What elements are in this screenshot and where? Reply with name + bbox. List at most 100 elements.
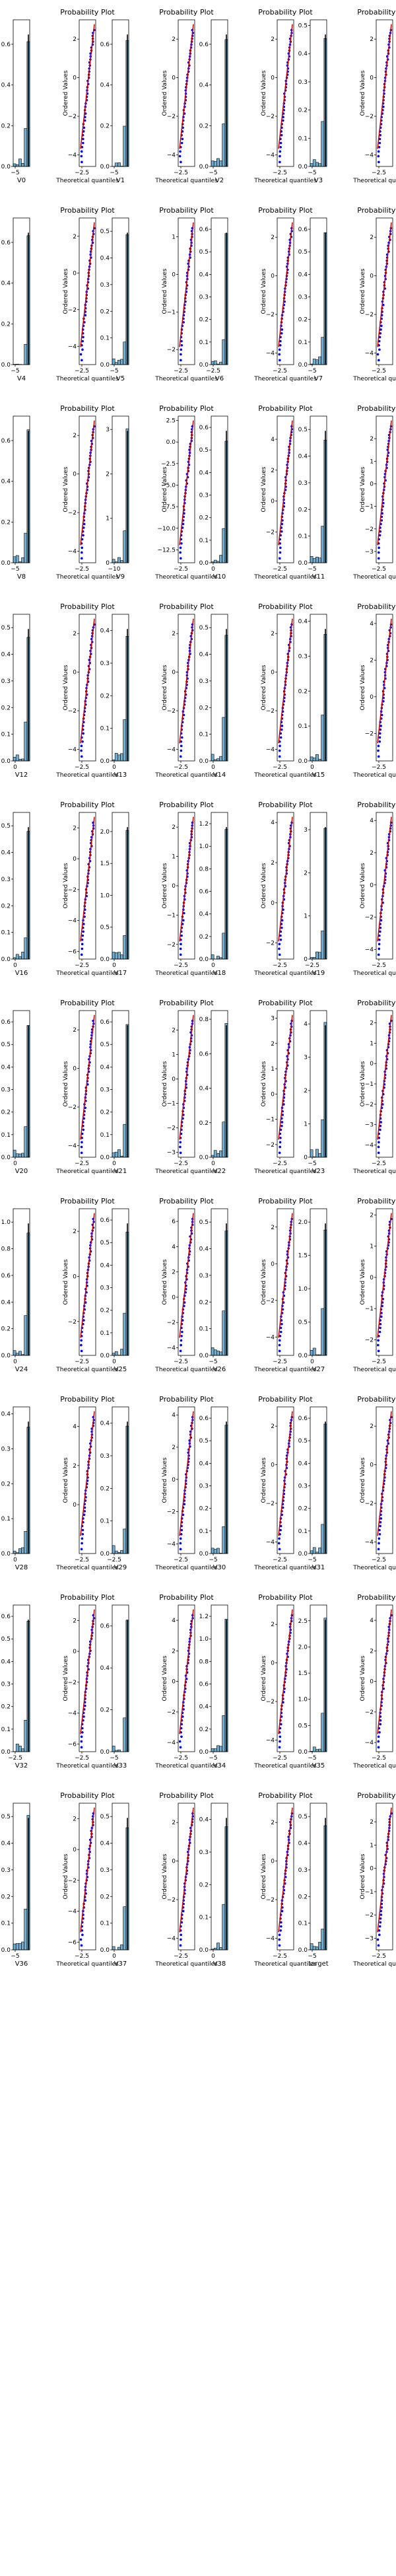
probplot-point [82,522,86,526]
probplot-points [179,1812,195,1947]
probplot-ytick-label: −2 [68,1104,77,1111]
hist-ytick-label: 0.3 [199,1484,209,1490]
hist-xlabel: V25 [114,1366,127,1373]
probplot-xlabel: Theoretical quantiles [253,1565,317,1571]
probplot-fit-line [377,816,392,942]
hist-ytick-label: 1.2 [199,1614,209,1620]
probplot-ylabel: Ordered Values [162,268,168,314]
probplot-point [281,1114,284,1116]
probplot-point [83,119,86,122]
probplot-ytick-label: −1 [365,1306,374,1312]
hist-xtick-label: 0 [211,1161,215,1167]
hist-ytick-label: 0.0 [100,362,110,369]
probplot-ytick-label: 2 [172,631,176,637]
probplot-ylabel: Ordered Values [360,466,366,512]
hist-xlabel: V8 [17,573,26,581]
probplot-xlabel: Theoretical quantiles [352,772,396,779]
hist-ytick-label: 0.5 [298,249,308,256]
histogram-bar [114,1351,118,1356]
probplot-ytick-label: 2 [172,1445,176,1451]
probplot-ytick-label: 4 [172,1412,176,1419]
histogram-bar [120,1349,123,1356]
probplot-axes-frame [376,614,393,762]
hist-ytick-label: 0.4 [1,652,11,659]
probplot-ytick-label: −4 [266,1935,275,1942]
probplot-point [81,551,83,554]
hist-ytick-label: 0.5 [1,1636,11,1643]
histogram-bar [216,1943,220,1950]
hist-ytick-label: 0.1 [298,723,308,730]
probplot-point [279,1740,281,1743]
hist-xlabel: V35 [312,1762,325,1770]
probplot-title: Probability Plot [159,999,214,1007]
hist-ytick-label: 1.5 [100,861,110,867]
probplot-point [182,1910,185,1913]
probplot-title: Probability Plot [258,1197,313,1205]
hist-xtick-label: 0 [112,1953,116,1960]
hist-ytick-label: 0.1 [1,930,11,937]
hist-ytick-label: 0.0 [1,560,11,567]
probplot-point [378,938,381,941]
hist-ytick-label: 0.0 [1,362,11,369]
probplot-point [180,557,182,560]
probplot-axes-frame [277,812,294,960]
probplot-point [278,947,280,950]
probplot-point [182,1708,185,1711]
probplot-ytick-label: 2 [172,1648,176,1655]
subplot-V20: 0.00.10.20.30.40.50.60V20−4−202−2.5Proba… [1,999,119,1175]
subplot-V10: 0.00.10.20.30.40.50.60V10−2024−2.5Probab… [199,404,317,581]
subplot-V16: 0.00.10.20.30.40.50V16−6−4−202−2.5Probab… [1,801,119,977]
probplot-point [379,728,382,731]
probplot-xtick-label: −2.5 [273,962,287,969]
histogram-bar [24,1315,28,1356]
probplot-ytick-label: 2 [370,1020,374,1027]
histogram-bar [21,1748,24,1752]
histogram-bar [21,1941,24,1950]
probplot-ytick-label: −2 [266,1142,275,1149]
histogram-bar [13,556,16,563]
hist-axes-frame [112,1604,129,1752]
probplot-xlabel: Theoretical quantiles [154,1763,218,1770]
hist-ytick-label: 0.0 [199,758,209,765]
probplot-axes-frame [277,19,294,167]
probplot-xlabel: Theoretical quantiles [154,376,218,382]
probplot-point [179,1145,182,1149]
subplot-V15: 0.00.10.20.30.40V15−2024−2.5Probability … [298,602,396,779]
hist-xtick-label: 0 [112,764,116,771]
probplot-point [180,749,183,752]
hist-ytick-label: 0.2 [1,321,11,328]
hist-ytick-label: 0.0 [298,1551,308,1557]
histogram-bar [222,1122,226,1158]
histogram-bar [120,753,123,762]
hist-ytick-label: 0.0 [199,1551,209,1557]
probplot-ytick-label: −2 [365,114,374,120]
probplot-ylabel: Ordered Values [261,664,267,710]
histogram-bar [310,1149,314,1158]
probplot-point [81,1727,84,1730]
hist-axes-frame [13,415,30,563]
probplot-point [279,551,282,554]
histogram-bar [216,758,220,762]
probplot-point [179,755,182,758]
hist-ytick-label: 0.0 [199,164,209,170]
hist-ytick-label: 0.2 [100,1894,110,1900]
hist-ytick-label: 0.5 [199,1219,209,1226]
probplot-xtick-label: −2.5 [273,1755,287,1762]
probplot-point [84,314,87,317]
probplot-point [178,155,182,158]
probplot-point [181,1715,184,1718]
probplot-ytick-label: 2 [271,468,275,474]
probplot-ytick-label: 2 [271,1622,275,1628]
probplot-point [279,1532,281,1536]
probplot-ytick-label: −2 [68,114,77,120]
hist-ytick-label: 0.4 [1,479,11,485]
hist-ytick-label: 0.2 [1,903,11,910]
probplot-point [376,353,380,356]
hist-ytick-label: 0.2 [1,1326,11,1333]
hist-ytick-label: 0.1 [199,1915,209,1921]
probplot-ytick-label: 4 [370,621,374,627]
hist-axes-frame [13,1010,30,1158]
probplot-point [80,1349,83,1353]
probplot-ytick-label: −4 [365,1740,374,1746]
